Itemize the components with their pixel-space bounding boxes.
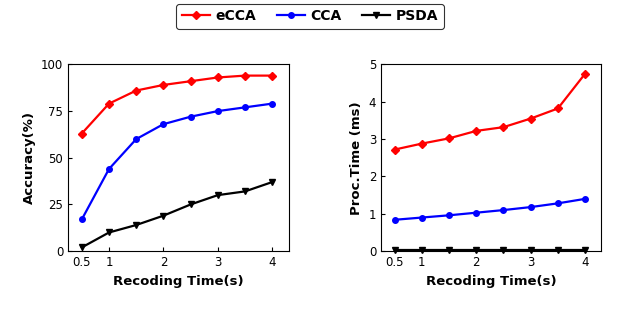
PSDA bbox=[187, 203, 194, 206]
eCCA bbox=[187, 79, 194, 83]
eCCA bbox=[241, 74, 249, 78]
Line: eCCA: eCCA bbox=[392, 71, 588, 152]
PSDA bbox=[268, 180, 276, 184]
Line: PSDA: PSDA bbox=[392, 248, 588, 253]
CCA bbox=[133, 137, 140, 141]
eCCA bbox=[554, 107, 562, 110]
CCA bbox=[268, 102, 276, 106]
PSDA bbox=[500, 249, 507, 252]
eCCA bbox=[133, 89, 140, 92]
X-axis label: Recoding Time(s): Recoding Time(s) bbox=[426, 275, 557, 288]
eCCA bbox=[472, 129, 480, 133]
Legend: eCCA, CCA, PSDA: eCCA, CCA, PSDA bbox=[176, 4, 444, 29]
CCA bbox=[500, 208, 507, 212]
eCCA bbox=[214, 76, 221, 80]
CCA bbox=[582, 197, 589, 201]
Line: PSDA: PSDA bbox=[79, 179, 275, 250]
CCA bbox=[554, 202, 562, 205]
Line: CCA: CCA bbox=[392, 196, 588, 223]
PSDA bbox=[105, 231, 113, 234]
CCA bbox=[214, 109, 221, 113]
PSDA bbox=[78, 245, 86, 249]
CCA bbox=[105, 167, 113, 171]
eCCA bbox=[418, 142, 425, 146]
PSDA bbox=[391, 249, 399, 252]
eCCA bbox=[391, 147, 399, 151]
eCCA bbox=[445, 137, 453, 140]
eCCA bbox=[582, 72, 589, 76]
CCA bbox=[160, 122, 167, 126]
CCA bbox=[391, 218, 399, 222]
X-axis label: Recoding Time(s): Recoding Time(s) bbox=[113, 275, 244, 288]
eCCA bbox=[500, 125, 507, 129]
CCA bbox=[527, 205, 534, 209]
Y-axis label: Accuracy(%): Accuracy(%) bbox=[22, 111, 35, 204]
PSDA bbox=[582, 249, 589, 252]
eCCA bbox=[527, 117, 534, 120]
Line: eCCA: eCCA bbox=[79, 73, 275, 136]
PSDA bbox=[554, 249, 562, 252]
CCA bbox=[78, 217, 86, 221]
CCA bbox=[472, 211, 480, 215]
PSDA bbox=[445, 249, 453, 252]
eCCA bbox=[160, 83, 167, 87]
CCA bbox=[418, 216, 425, 220]
PSDA bbox=[133, 223, 140, 227]
CCA bbox=[445, 213, 453, 217]
Y-axis label: Proc.Time (ms): Proc.Time (ms) bbox=[350, 101, 363, 214]
eCCA bbox=[268, 74, 276, 78]
PSDA bbox=[214, 193, 221, 197]
PSDA bbox=[241, 189, 249, 193]
CCA bbox=[241, 105, 249, 109]
Line: CCA: CCA bbox=[79, 101, 275, 222]
PSDA bbox=[160, 214, 167, 218]
PSDA bbox=[472, 249, 480, 252]
PSDA bbox=[527, 249, 534, 252]
eCCA bbox=[78, 132, 86, 136]
PSDA bbox=[418, 249, 425, 252]
CCA bbox=[187, 115, 194, 118]
eCCA bbox=[105, 102, 113, 106]
